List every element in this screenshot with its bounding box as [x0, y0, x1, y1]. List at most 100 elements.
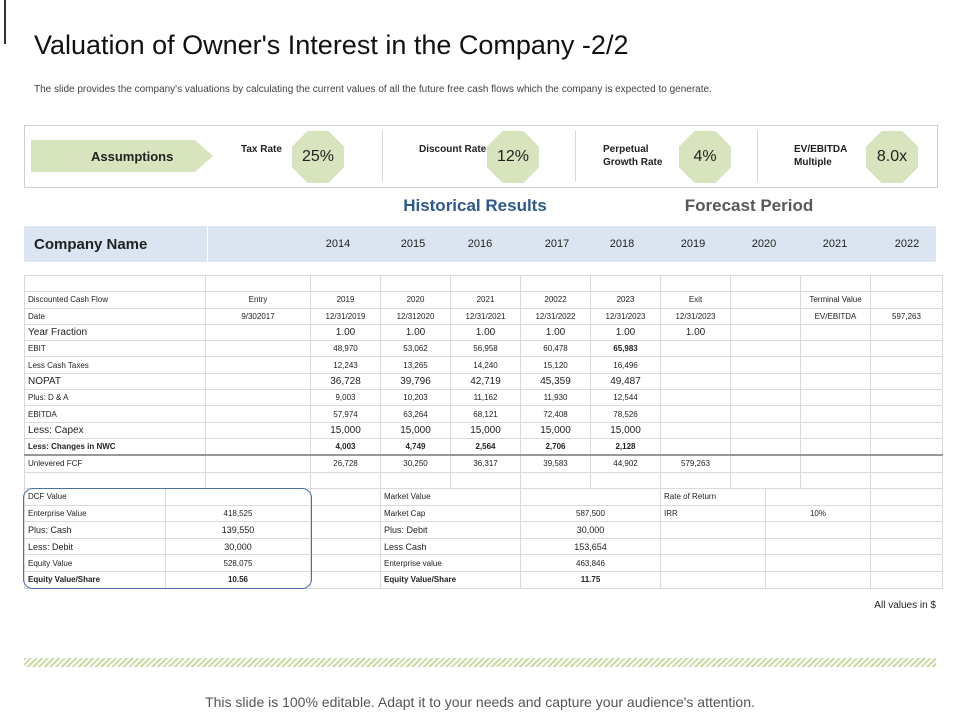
- cell: 587,500: [520, 504, 661, 523]
- cell: [24, 471, 206, 489]
- cell: [450, 274, 521, 293]
- cell: [800, 421, 871, 439]
- divider: [757, 130, 758, 182]
- cell: 72,408: [520, 405, 591, 423]
- cell: 463,846: [520, 554, 661, 572]
- section-heading: Historical Results: [403, 196, 547, 215]
- cell: [870, 521, 943, 539]
- cell: [310, 504, 381, 523]
- cell: [205, 437, 311, 457]
- cell: [730, 307, 801, 325]
- cell: 12/31/2023: [660, 307, 731, 325]
- cell: [870, 340, 943, 358]
- year: 2020: [751, 238, 777, 250]
- cell: [310, 274, 381, 293]
- row-label: Unlevered FCF: [24, 454, 206, 473]
- cell: [730, 454, 801, 473]
- year: 2017: [544, 238, 570, 250]
- cell: [205, 340, 311, 358]
- cell: [765, 521, 871, 539]
- cell: [730, 405, 801, 423]
- footer: This slide is 100% editable. Adapt it to…: [205, 694, 755, 710]
- cell: [730, 340, 801, 358]
- assumptions-label: Assumptions: [31, 140, 213, 172]
- cell: [870, 356, 943, 374]
- table-row: Plus: Cash 139,550 Plus: Debit 30,000: [24, 521, 943, 539]
- cell: [870, 471, 943, 489]
- cell: [205, 356, 311, 374]
- cell: [205, 454, 311, 473]
- table-row: Less: Debit 30,000 Less Cash 153,654: [24, 537, 943, 556]
- table-row: Discounted Cash Flow Entry 2019 2020 2021 200…: [24, 291, 943, 309]
- note: All values in $: [874, 600, 936, 611]
- cell: [870, 437, 943, 457]
- cell: [765, 570, 871, 589]
- row-label: Less: Changes in NWC: [24, 437, 206, 457]
- table-row: Enterprise Value 418,525 Market Cap 587,500…: [24, 504, 943, 523]
- table-row: Equity Value/Share 10.56 Equity Value/Shar…: [24, 570, 943, 589]
- valuation-table: DCF Value Market Value Rate of Return Enter…: [24, 488, 943, 589]
- row-label: Less: Capex: [24, 421, 206, 439]
- cell: 15,000: [450, 421, 521, 439]
- cell: [205, 389, 311, 407]
- cell: [205, 372, 311, 391]
- cell: 1.00: [450, 323, 521, 342]
- cell: [870, 274, 943, 293]
- cell: 597,263: [870, 307, 943, 325]
- assumption-label: Discount Rate: [419, 144, 487, 155]
- cell: 10.56: [165, 570, 311, 589]
- cell: 11.75: [520, 570, 661, 589]
- cell: 16,496: [590, 356, 661, 374]
- cell: 9,003: [310, 389, 381, 407]
- cell: [590, 274, 661, 293]
- year: 2015: [400, 238, 426, 250]
- cell: [800, 323, 871, 342]
- cell: [800, 340, 871, 358]
- table-row: Less: Changes in NWC 4,003 4,749 2,564 2,706…: [24, 437, 943, 457]
- row-label: Year Fraction: [24, 323, 206, 342]
- cell: 14,240: [450, 356, 521, 374]
- cell: EV/EBITDA: [800, 307, 871, 325]
- cell: 12/31/2022: [520, 307, 591, 325]
- cell: [800, 437, 871, 457]
- cell: [310, 488, 381, 506]
- cell: [660, 437, 731, 457]
- cell: 12/31/2023: [590, 307, 661, 325]
- divider: [575, 130, 576, 182]
- cell: [310, 537, 381, 556]
- cell: [205, 274, 311, 293]
- table-row: Unlevered FCF 26,728 30,250 36,317 39,583 44,…: [24, 454, 943, 473]
- cell: 26,728: [310, 454, 381, 473]
- cell: Enterprise value: [380, 554, 521, 572]
- cell: 2020: [380, 291, 451, 309]
- dcf-highlight: [23, 488, 312, 589]
- cell: 12/31/2019: [310, 307, 381, 325]
- cell: 20022: [520, 291, 591, 309]
- cell: 68,121: [450, 405, 521, 423]
- year-band: [24, 226, 936, 262]
- cell: Exit: [660, 291, 731, 309]
- cell: [730, 389, 801, 407]
- cell: [730, 437, 801, 457]
- table-row: Year Fraction 1.00 1.00 1.00 1.00 1.00 1.00: [24, 323, 943, 342]
- cell: [870, 537, 943, 556]
- cell: 78,526: [590, 405, 661, 423]
- cell: [205, 405, 311, 423]
- cell: 153,654: [520, 537, 661, 556]
- cell: 1.00: [520, 323, 591, 342]
- cell: Equity Value/Share: [380, 570, 521, 589]
- table-row: Plus: D & A 9,003 10,203 11,162 11,930 12,544: [24, 389, 943, 407]
- cell: Entry: [205, 291, 311, 309]
- cell: [870, 405, 943, 423]
- cell: 579,263: [660, 454, 731, 473]
- cell: 2,564: [450, 437, 521, 457]
- row-label: Date: [24, 307, 206, 325]
- cell: 15,000: [520, 421, 591, 439]
- cell: 1.00: [590, 323, 661, 342]
- cell: [205, 323, 311, 342]
- cell: 30,250: [380, 454, 451, 473]
- cell: Plus: Debit: [380, 521, 521, 539]
- assumption-value: 4%: [679, 131, 731, 183]
- cell: [660, 471, 731, 489]
